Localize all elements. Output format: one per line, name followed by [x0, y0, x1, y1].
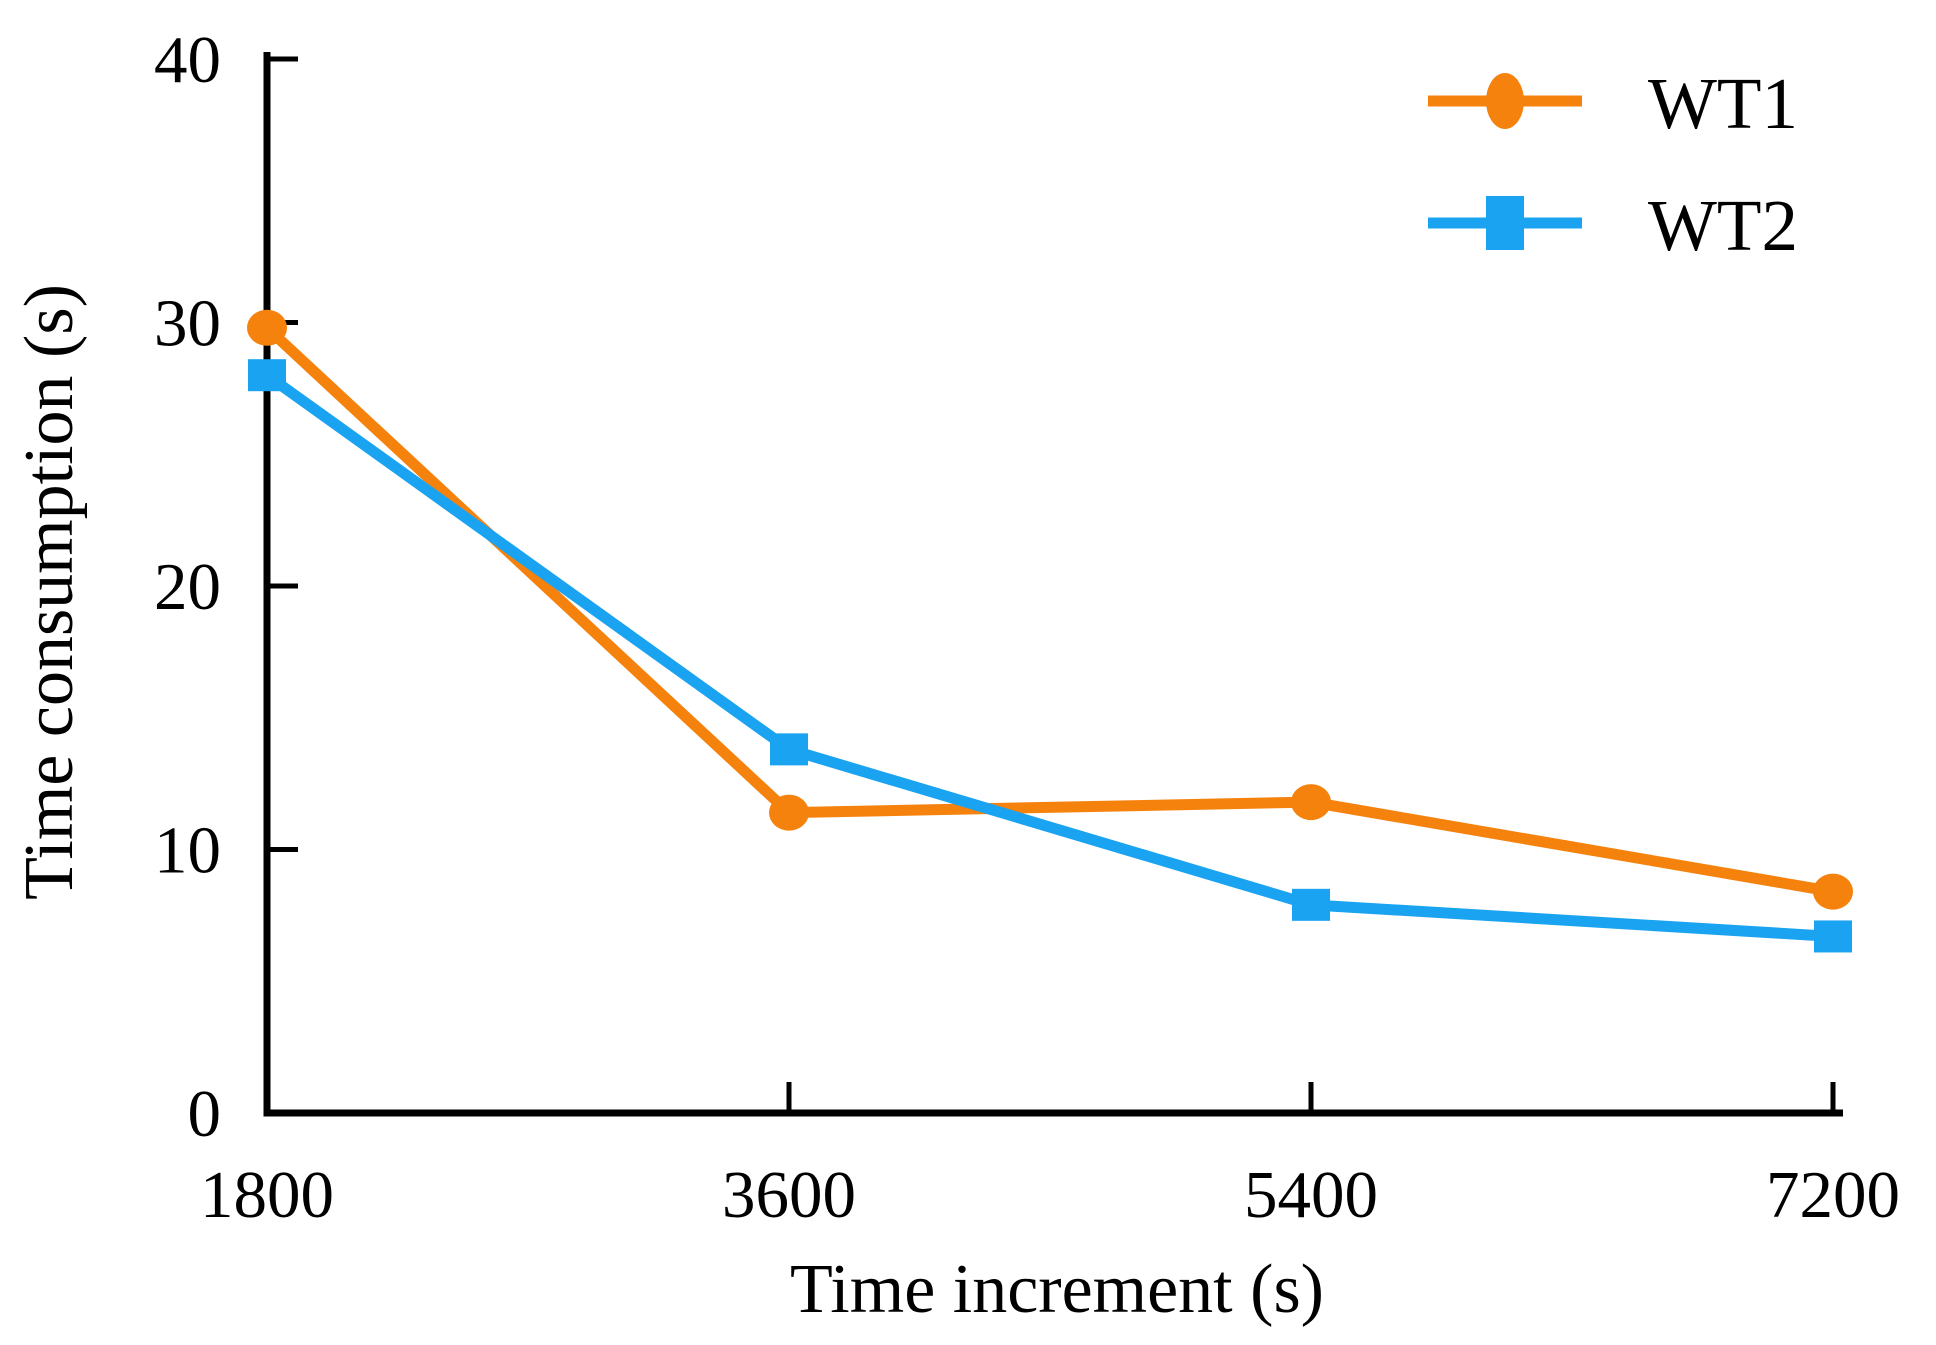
x-tick-label-3600: 3600: [722, 1158, 856, 1232]
x-tick-label-7200: 7200: [1766, 1158, 1900, 1232]
axis-spine: [263, 52, 1843, 1117]
y-axis-title: Time consumption (s): [11, 284, 88, 900]
wt1-marker-5400: [1291, 784, 1331, 821]
legend-label-wt2: WT2: [1648, 185, 1798, 266]
legend-entry-wt1: WT1: [1428, 63, 1798, 144]
legend-label-wt1: WT1: [1648, 63, 1798, 144]
wt2-marker-3600: [770, 733, 808, 766]
x-axis-title: Time increment (s): [790, 1251, 1324, 1328]
y-tick-label-40: 40: [154, 23, 221, 97]
legend-entry-wt2: WT2: [1428, 185, 1798, 266]
wt2-line: [263, 370, 1834, 942]
x-tick-label-5400: 5400: [1244, 1158, 1378, 1232]
wt1-marker-7200: [1813, 873, 1853, 910]
wt2-legend-square-icon: [1486, 196, 1524, 250]
y-tick-label-10: 10: [154, 814, 221, 888]
wt2-marker-7200: [1814, 920, 1852, 953]
wt1-marker-3600: [769, 794, 809, 831]
x-tick-label-1800: 1800: [200, 1158, 334, 1232]
y-tick-label-30: 30: [154, 287, 221, 361]
axes-layer: 1800 3600 5400 7200 0 10 20 30 40: [154, 23, 1900, 1232]
wt1-legend-circle-icon: [1486, 73, 1524, 129]
series-layer: [247, 309, 1853, 953]
wt1-marker-1800: [247, 309, 287, 346]
wt2-marker-1800: [248, 359, 286, 392]
legend: WT1 WT2: [1428, 63, 1798, 266]
wt1-line: [263, 323, 1834, 898]
y-tick-label-0: 0: [188, 1077, 222, 1151]
y-tick-label-20: 20: [154, 550, 221, 624]
wt2-marker-5400: [1292, 888, 1330, 921]
